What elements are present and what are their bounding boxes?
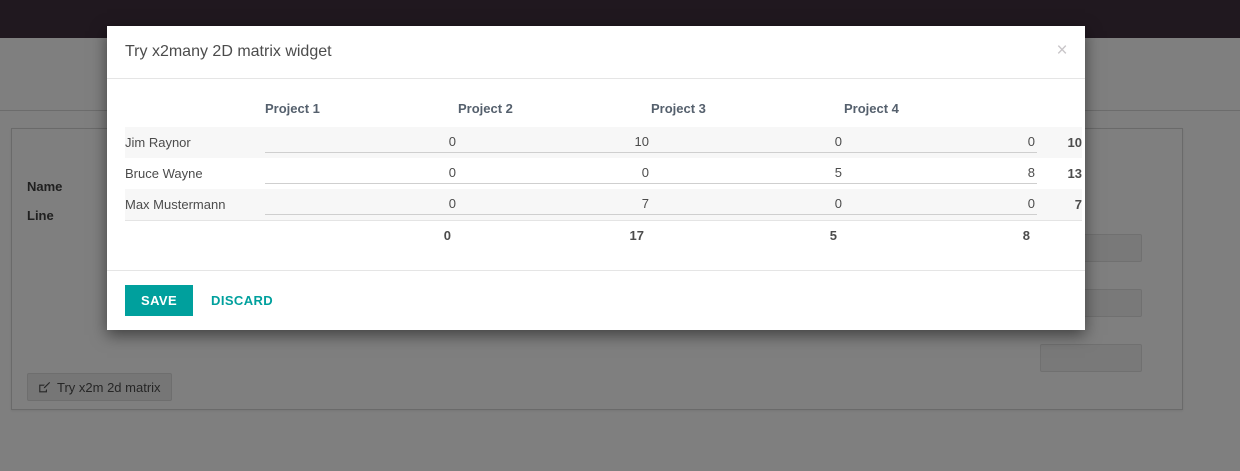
matrix-cell: [458, 158, 651, 189]
save-button[interactable]: SAVE: [125, 284, 194, 316]
matrix-cell: [458, 189, 651, 221]
table-row: Max Mustermann 7: [125, 189, 1082, 221]
matrix-row-total: 13: [1067, 166, 1082, 181]
matrix-input-r1c1[interactable]: [265, 132, 458, 153]
matrix-column-header-1: Project 1: [265, 100, 320, 116]
matrix-input-r1c2[interactable]: [458, 132, 651, 153]
matrix-cell: [844, 189, 1037, 221]
matrix-cell: [458, 127, 651, 158]
matrix-input-r1c3[interactable]: [651, 132, 844, 153]
matrix-cell: [265, 127, 458, 158]
matrix-cell: [651, 189, 844, 221]
matrix-totals-row: 0 17 5 8: [125, 220, 1082, 250]
matrix-column-header-2: Project 2: [458, 100, 513, 116]
matrix-column-header-4: Project 4: [844, 100, 899, 116]
matrix-input-r2c4[interactable]: [844, 163, 1037, 184]
matrix-table-foot: 0 17 5 8: [125, 220, 1082, 250]
modal-title: Try x2many 2D matrix widget: [125, 43, 332, 60]
matrix-input-r3c2[interactable]: [458, 193, 651, 215]
matrix-cell: [651, 127, 844, 158]
table-row: Bruce Wayne 13: [125, 158, 1082, 189]
matrix-column-total-1: 0: [443, 227, 451, 243]
modal-footer: SAVE DISCARD: [107, 269, 1085, 330]
matrix-input-r1c4[interactable]: [844, 132, 1037, 153]
matrix-input-r2c1[interactable]: [265, 163, 458, 184]
modal-body: Project 1 Project 2 Project 3 Project 4 …: [107, 79, 1085, 270]
matrix-column-header-3: Project 3: [651, 100, 706, 116]
matrix-row-label: Jim Raynor: [125, 127, 265, 158]
matrix-table-head: Project 1 Project 2 Project 3 Project 4: [125, 95, 1082, 127]
matrix-totals-label: [125, 220, 265, 250]
matrix-table-body: Jim Raynor 10 Bruce W: [125, 127, 1082, 221]
matrix-input-r3c3[interactable]: [651, 193, 844, 215]
matrix-cell: [844, 158, 1037, 189]
matrix-cell: [265, 189, 458, 221]
matrix-column-total-2: 17: [629, 227, 644, 243]
matrix-input-r3c1[interactable]: [265, 193, 458, 215]
matrix-corner-header: [125, 95, 265, 127]
matrix-grand-total: [1037, 220, 1082, 250]
matrix-table: Project 1 Project 2 Project 3 Project 4 …: [125, 95, 1082, 250]
matrix-row-label: Bruce Wayne: [125, 166, 203, 181]
matrix-row-label: Max Mustermann: [125, 189, 265, 221]
matrix-column-total-3: 5: [829, 227, 837, 243]
matrix-column-total-4: 8: [1022, 227, 1030, 243]
discard-button[interactable]: DISCARD: [201, 285, 283, 316]
matrix-cell: [265, 158, 458, 189]
matrix-modal-dialog: Try x2many 2D matrix widget × Project 1 …: [107, 26, 1085, 330]
matrix-input-r3c4[interactable]: [844, 193, 1037, 215]
close-icon[interactable]: ×: [1051, 40, 1073, 62]
matrix-total-header: [1037, 95, 1082, 127]
matrix-row-total: 7: [1037, 189, 1082, 221]
table-row: Jim Raynor 10: [125, 127, 1082, 158]
matrix-header-row: Project 1 Project 2 Project 3 Project 4: [125, 95, 1082, 127]
matrix-input-r2c2[interactable]: [458, 163, 651, 184]
matrix-row-total: 10: [1037, 127, 1082, 158]
matrix-cell: [651, 158, 844, 189]
modal-header: Try x2many 2D matrix widget ×: [107, 26, 1085, 79]
matrix-cell: [844, 127, 1037, 158]
matrix-input-r2c3[interactable]: [651, 163, 844, 184]
